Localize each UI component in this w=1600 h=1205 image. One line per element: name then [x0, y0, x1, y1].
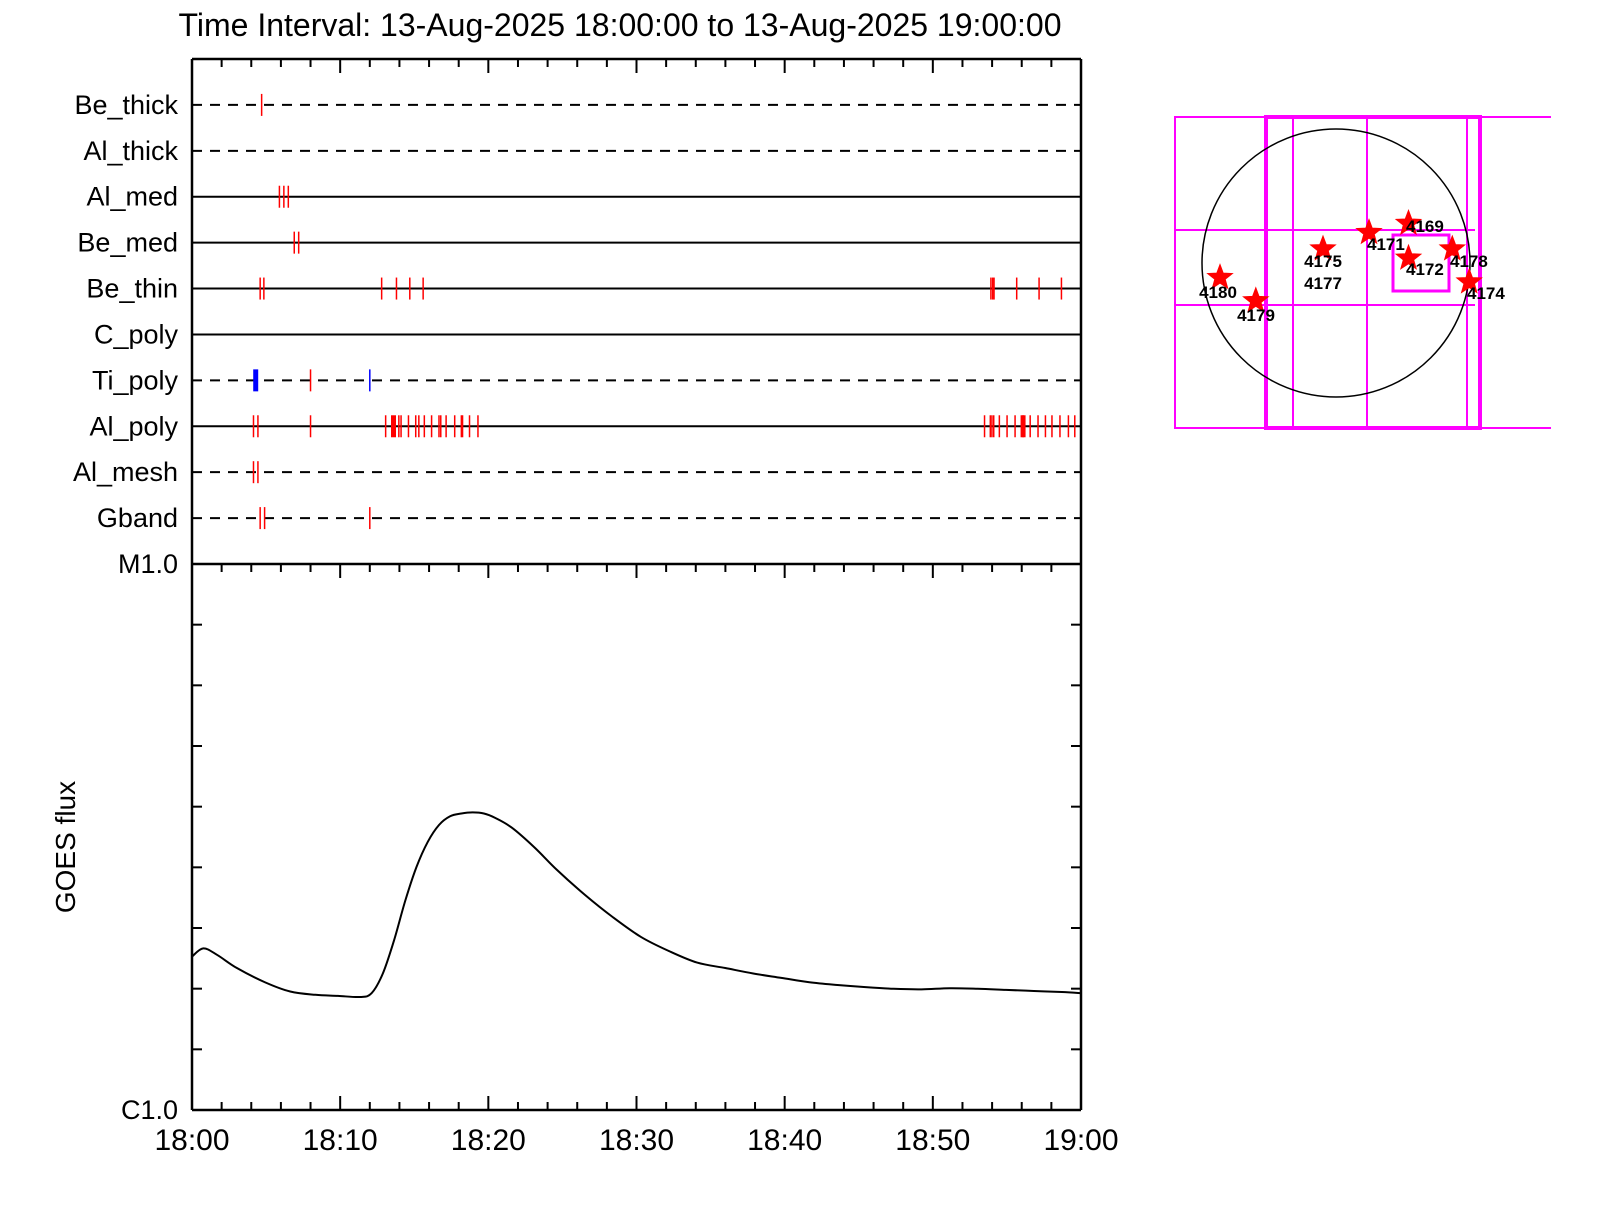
- svg-text:4178: 4178: [1450, 252, 1488, 271]
- svg-text:4169: 4169: [1406, 217, 1444, 236]
- svg-text:18:20: 18:20: [451, 1124, 526, 1157]
- svg-text:18:10: 18:10: [303, 1124, 378, 1157]
- svg-text:Al_poly: Al_poly: [89, 411, 178, 441]
- svg-text:4180: 4180: [1199, 283, 1237, 302]
- svg-text:4174: 4174: [1467, 284, 1505, 303]
- svg-text:Be_thick: Be_thick: [74, 90, 178, 120]
- svg-text:4177: 4177: [1304, 274, 1342, 293]
- svg-text:18:50: 18:50: [895, 1124, 970, 1157]
- svg-text:Be_thin: Be_thin: [86, 274, 178, 304]
- svg-text:19:00: 19:00: [1043, 1124, 1118, 1157]
- svg-text:Gband: Gband: [97, 503, 178, 533]
- svg-text:4172: 4172: [1406, 260, 1444, 279]
- svg-text:4175: 4175: [1304, 252, 1342, 271]
- svg-text:4171: 4171: [1367, 235, 1405, 254]
- svg-text:C1.0: C1.0: [121, 1095, 178, 1125]
- svg-text:Ti_poly: Ti_poly: [92, 365, 179, 395]
- svg-text:M1.0: M1.0: [118, 549, 178, 579]
- svg-text:C_poly: C_poly: [94, 319, 179, 349]
- svg-text:Be_med: Be_med: [77, 228, 178, 258]
- svg-text:Al_med: Al_med: [86, 182, 178, 212]
- svg-text:18:00: 18:00: [154, 1124, 229, 1157]
- svg-text:Al_thick: Al_thick: [83, 136, 178, 166]
- svg-text:Al_mesh: Al_mesh: [73, 457, 178, 487]
- svg-text:GOES flux: GOES flux: [50, 781, 81, 913]
- svg-text:4179: 4179: [1237, 306, 1275, 325]
- svg-text:18:40: 18:40: [747, 1124, 822, 1157]
- svg-text:18:30: 18:30: [599, 1124, 674, 1157]
- svg-text:Time Interval: 13-Aug-2025 18:: Time Interval: 13-Aug-2025 18:00:00 to 1…: [179, 7, 1062, 43]
